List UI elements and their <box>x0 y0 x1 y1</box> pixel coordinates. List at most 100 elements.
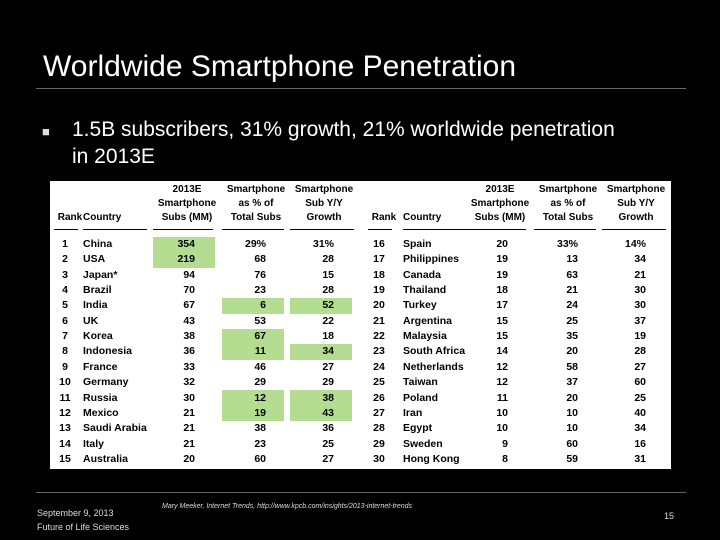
highlight-cell <box>153 236 215 253</box>
header-country: Country <box>83 212 122 223</box>
table-cell-subs: 33 <box>183 360 195 373</box>
table-cell-country: Iran <box>403 406 423 419</box>
table-cell-rank: 2 <box>62 253 68 266</box>
table-cell-country: France <box>83 360 118 373</box>
table-cell-country: Germany <box>83 376 129 389</box>
table-cell-subs: 12 <box>496 376 508 389</box>
table-cell-pct: 13 <box>566 253 578 266</box>
table-cell-growth: 15 <box>322 268 334 281</box>
table-cell-rank: 3 <box>62 268 68 281</box>
table-cell-subs: 11 <box>496 391 508 404</box>
table-cell-rank: 11 <box>59 391 71 404</box>
table-cell-country: Saudi Arabia <box>83 422 147 435</box>
table-cell-pct: 29 <box>254 376 266 389</box>
table-cell-growth: 21 <box>634 268 646 281</box>
table-cell-subs: 18 <box>496 284 508 297</box>
table-cell-pct: 10 <box>566 422 578 435</box>
table-cell-country: Philippines <box>403 253 460 266</box>
table-cell-country: Indonesia <box>83 345 133 358</box>
table-cell-growth: 16 <box>634 437 646 450</box>
footer-divider <box>36 492 686 493</box>
table-cell-pct: 60 <box>254 452 266 465</box>
table-cell-rank: 26 <box>373 391 385 404</box>
table-cell-rank: 14 <box>59 437 71 450</box>
table-cell-country: Malaysia <box>403 330 447 343</box>
header-underline <box>153 229 213 230</box>
source-citation: Mary Meeker, Internet Trends, http://www… <box>162 503 413 510</box>
table-cell-pct: 37 <box>566 376 578 389</box>
table-cell-pct: 19 <box>254 406 266 419</box>
table-cell-country: Australia <box>83 452 128 465</box>
table-cell-rank: 16 <box>373 238 385 250</box>
table-cell-growth: 52 <box>322 299 334 312</box>
table-cell-rank: 28 <box>373 422 385 435</box>
table-cell-country: Egypt <box>403 422 433 435</box>
table-cell-country: Mexico <box>83 406 119 419</box>
table-cell-country: Italy <box>83 437 105 450</box>
table-cell-country: India <box>83 299 108 312</box>
header-growth: Smartphone Sub Y/Y Growth <box>606 184 666 223</box>
table-cell-subs: 14 <box>496 345 508 358</box>
table-cell-rank: 9 <box>62 360 68 373</box>
table-cell-growth: 22 <box>322 314 334 327</box>
table-cell-rank: 17 <box>373 253 385 266</box>
table-cell-subs: 20 <box>496 238 508 250</box>
table-cell-rank: 6 <box>62 314 68 327</box>
table-cell-country: China <box>83 238 113 250</box>
header-underline <box>368 229 392 230</box>
table-cell-pct: 6 <box>260 299 266 312</box>
header-underline <box>222 229 284 230</box>
table-cell-rank: 23 <box>373 345 385 358</box>
table-cell-country: USA <box>83 253 106 266</box>
table-cell-subs: 67 <box>183 299 195 312</box>
table-cell-growth: 60 <box>634 376 646 389</box>
table-cell-pct: 11 <box>254 345 266 358</box>
table-cell-country: Thailand <box>403 284 447 297</box>
header-pct: Smartphone as % of Total Subs <box>538 184 598 223</box>
table-cell-growth: 29 <box>322 376 334 389</box>
table-cell-growth: 27 <box>322 452 334 465</box>
table-cell-subs: 38 <box>183 330 195 343</box>
table-cell-subs: 354 <box>177 238 195 250</box>
table-cell-subs: 12 <box>496 360 508 373</box>
header-country: Country <box>403 212 442 223</box>
table-cell-rank: 5 <box>62 299 68 312</box>
table-cell-growth: 14% <box>624 238 646 250</box>
table-cell-growth: 43 <box>322 406 334 419</box>
table-cell-rank: 18 <box>373 268 385 281</box>
table-cell-pct: 53 <box>254 314 266 327</box>
table-cell-rank: 10 <box>59 376 71 389</box>
table-cell-rank: 1 <box>62 238 68 250</box>
table-cell-pct: 23 <box>254 284 266 297</box>
table-cell-growth: 18 <box>322 330 334 343</box>
table-cell-subs: 30 <box>183 391 195 404</box>
header-underline <box>403 229 467 230</box>
table-cell-subs: 32 <box>183 376 195 389</box>
table-cell-rank: 19 <box>373 284 385 297</box>
table-cell-rank: 30 <box>373 452 385 465</box>
table-cell-subs: 10 <box>496 422 508 435</box>
table-cell-pct: 24 <box>566 299 578 312</box>
table-cell-growth: 30 <box>634 284 646 297</box>
highlight-cell <box>222 390 284 406</box>
table-cell-subs: 21 <box>183 406 195 419</box>
table-cell-subs: 17 <box>496 299 508 312</box>
table-cell-rank: 15 <box>59 452 71 465</box>
table-cell-growth: 40 <box>634 406 646 419</box>
table-cell-pct: 60 <box>566 437 578 450</box>
table-cell-country: Argentina <box>403 314 453 327</box>
table-cell-country: Brazil <box>83 284 112 297</box>
table-cell-country: Sweden <box>403 437 443 450</box>
table-cell-pct: 58 <box>566 360 578 373</box>
table-cell-growth: 25 <box>322 437 334 450</box>
table-cell-country: Poland <box>403 391 439 404</box>
table-cell-rank: 7 <box>62 330 68 343</box>
table-cell-subs: 219 <box>177 253 195 266</box>
table-cell-country: Korea <box>83 330 113 343</box>
table-cell-country: Japan* <box>83 268 118 281</box>
table-cell-rank: 8 <box>62 345 68 358</box>
table-cell-rank: 20 <box>373 299 385 312</box>
table-cell-subs: 21 <box>183 422 195 435</box>
table-cell-rank: 25 <box>373 376 385 389</box>
penetration-table: Rank Country 2013E Smartphone Subs (MM) Sma… <box>50 181 671 469</box>
